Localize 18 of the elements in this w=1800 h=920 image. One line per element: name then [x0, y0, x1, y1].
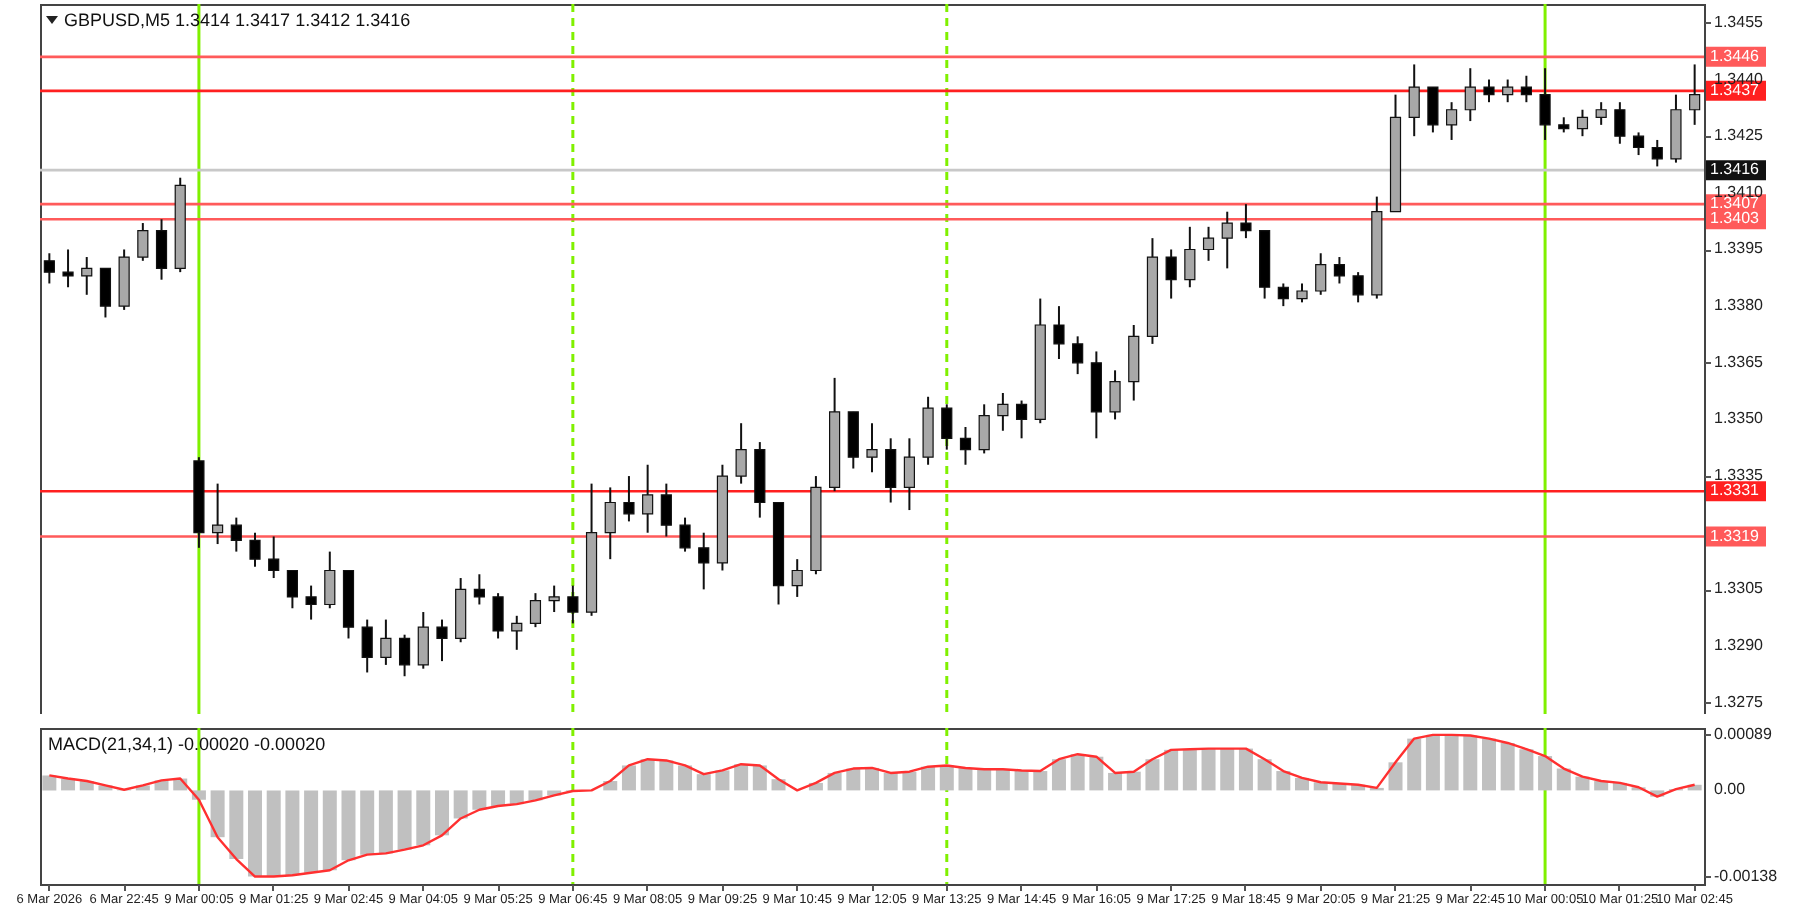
- ref-line-label: 1.3331: [1710, 481, 1761, 500]
- y-tick-label: 0.00089: [1714, 724, 1773, 743]
- y-tick-label: 1.3395: [1714, 239, 1765, 258]
- y-tick-label: 1.3380: [1714, 296, 1765, 315]
- y-tick-label: 1.3305: [1714, 579, 1765, 598]
- y-tick-label: 1.3455: [1714, 12, 1765, 31]
- y-tick-label: 1.3335: [1714, 466, 1765, 485]
- y-tick-label: 0.00: [1714, 780, 1747, 799]
- y-tick-label: 1.3350: [1714, 409, 1765, 428]
- y-tick-label: 1.3275: [1714, 692, 1765, 711]
- ref-line-label: 1.3319: [1710, 526, 1761, 545]
- ref-line-label: 1.3416: [1710, 160, 1761, 179]
- ref-line-label: 1.3403: [1710, 209, 1761, 228]
- y-tick-label: 1.3425: [1714, 126, 1765, 145]
- y-tick-label: -0.00138: [1714, 866, 1779, 885]
- ref-line-label: 1.3446: [1710, 46, 1761, 65]
- y-tick-label: 1.3290: [1714, 636, 1765, 655]
- y-tick-label: 1.3365: [1714, 352, 1765, 371]
